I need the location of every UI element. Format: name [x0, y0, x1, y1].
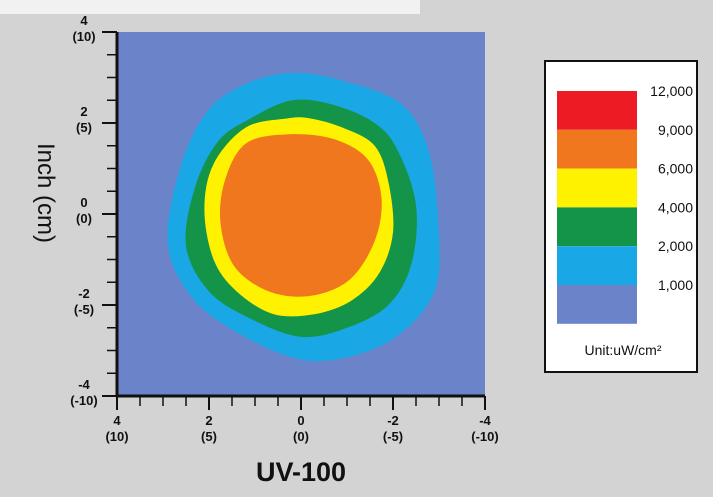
y-tick-label-inch: 4 [80, 13, 88, 28]
x-tick-label-cm: (5) [201, 429, 217, 444]
legend-label: 6,000 [658, 161, 693, 177]
y-tick-label-cm: (10) [72, 29, 95, 44]
y-tick-labels: 4(10) 2(5) 0(0) -2(-5) -4(-10) [70, 13, 97, 408]
y-tick-label-cm: (5) [76, 120, 92, 135]
y-tick-label-inch: -2 [78, 286, 90, 301]
legend-swatch [557, 91, 637, 130]
x-tick-label-group: 2(5) [201, 413, 217, 444]
legend-label: 9,000 [658, 122, 693, 138]
legend-label: 1,000 [658, 277, 693, 293]
y-tick-label-cm: (-5) [74, 302, 94, 317]
legend-label: 4,000 [658, 199, 693, 215]
y-axis: 4(10) 2(5) 0(0) -2(-5) -4(-10) [70, 13, 119, 408]
contour-layers [167, 72, 440, 362]
contour-region-4 [219, 134, 382, 297]
chart-title: UV-100 [256, 457, 346, 487]
legend-swatch [557, 129, 637, 169]
y-tick-label-cm: (0) [76, 211, 92, 226]
legend-swatch [557, 207, 637, 247]
y-tick-label-group: 0(0) [76, 195, 92, 226]
y-tick-label-group: 2(5) [76, 104, 92, 135]
x-tick-label-inch: 4 [113, 413, 121, 428]
legend-swatch [557, 285, 637, 324]
top-strip [0, 0, 420, 14]
legend-label: 12,000 [650, 83, 693, 99]
y-tick-label-cm: (-10) [70, 393, 97, 408]
x-tick-labels: 4(10) 2(5) 0(0) -2(-5) -4(-10) [105, 413, 498, 444]
y-tick-label-inch: -4 [78, 377, 90, 392]
y-tick-label-inch: 2 [80, 104, 87, 119]
x-tick-label-cm: (0) [293, 429, 309, 444]
legend: 12,000 9,000 6,000 4,000 2,000 1,000 Unit:uW/c… [557, 83, 693, 358]
x-ticks [116, 396, 486, 410]
legend-box: 12,000 9,000 6,000 4,000 2,000 1,000 Unit:uW/c… [544, 60, 698, 373]
x-tick-label-group: 4(10) [105, 413, 128, 444]
x-tick-label-group: -2(-5) [383, 413, 403, 444]
x-tick-label-group: -4(-10) [471, 413, 498, 444]
y-tick-label-group: 4(10) [72, 13, 95, 44]
y-tick-label-group: -4(-10) [70, 377, 97, 408]
x-tick-label-cm: (-5) [383, 429, 403, 444]
y-tick-label-group: -2(-5) [74, 286, 94, 317]
x-tick-label-cm: (10) [105, 429, 128, 444]
y-tick-label-inch: 0 [80, 195, 87, 210]
x-tick-label-inch: 2 [205, 413, 212, 428]
x-axis: 4(10) 2(5) 0(0) -2(-5) -4(-10) [105, 394, 499, 444]
x-tick-label-inch: -4 [479, 413, 491, 428]
legend-swatch [557, 168, 637, 208]
x-tick-label-inch: 0 [297, 413, 304, 428]
y-axis-label: Inch (cm) [32, 143, 59, 243]
x-tick-label-inch: -2 [387, 413, 399, 428]
legend-label: 2,000 [658, 238, 693, 254]
plot-area [117, 32, 485, 396]
legend-swatch [557, 246, 637, 285]
y-ticks [102, 31, 117, 397]
x-tick-label-cm: (-10) [471, 429, 498, 444]
legend-unit: Unit:uW/cm² [585, 342, 662, 358]
x-tick-label-group: 0(0) [293, 413, 309, 444]
